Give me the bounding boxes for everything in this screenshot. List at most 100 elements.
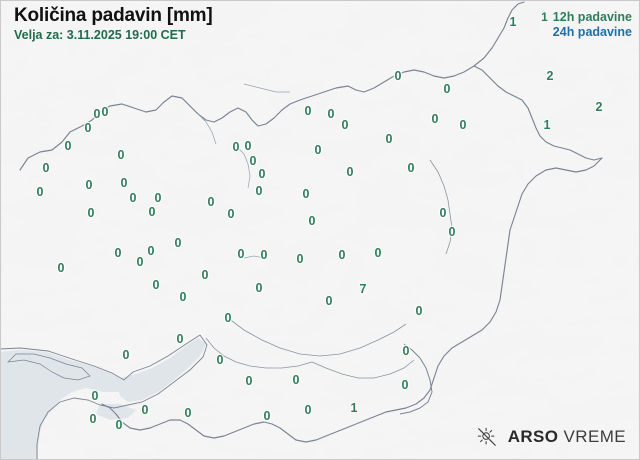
station-value: 0: [304, 403, 312, 417]
station-value: 0: [401, 378, 409, 392]
station-value: 0: [402, 344, 410, 358]
station-value: 0: [129, 191, 137, 205]
coastline-italy: [0, 334, 201, 381]
station-value: 0: [338, 248, 346, 262]
station-value: 0: [117, 148, 125, 162]
border-kolpa: [399, 343, 433, 415]
station-value: 0: [244, 139, 252, 153]
station-value: 0: [245, 374, 253, 388]
valid-time-subtitle: Velja za: 3.11.2025 19:00 CET: [14, 28, 186, 42]
inner-line-notranjska: [205, 337, 313, 369]
station-value: 0: [255, 281, 263, 295]
station-value: 0: [260, 248, 268, 262]
legend-sample-12h: 1: [541, 10, 548, 24]
station-value: 0: [42, 161, 50, 175]
station-value: 0: [374, 246, 382, 260]
slovenia-border: [19, 1, 525, 171]
station-value: 0: [258, 167, 266, 181]
sea-inlet-koper: [118, 338, 206, 402]
station-value: 0: [148, 205, 156, 219]
station-value: 0: [296, 252, 304, 266]
station-value: 0: [84, 121, 92, 135]
coastline-istria: [36, 334, 208, 460]
station-value: 0: [152, 278, 160, 292]
station-value: 0: [87, 206, 95, 220]
arso-brand-light: VREME: [558, 427, 626, 446]
station-value: 2: [595, 100, 603, 114]
station-value: 0: [325, 294, 333, 308]
inner-line-lake: [243, 255, 265, 259]
station-value: 0: [302, 187, 310, 201]
station-value: 0: [292, 373, 300, 387]
station-value: 0: [93, 107, 101, 121]
station-value: 0: [327, 107, 335, 121]
station-value: 0: [439, 206, 447, 220]
station-value: 0: [237, 247, 245, 261]
station-value: 0: [184, 406, 192, 420]
border-prekmurje: [473, 65, 603, 161]
station-value: 0: [341, 118, 349, 132]
station-value: 0: [224, 311, 232, 325]
border-east-croatia: [101, 157, 603, 443]
station-value: 0: [141, 403, 149, 417]
arso-wordmark: ARSO VREME: [508, 427, 626, 447]
inner-line-sava: [227, 317, 407, 357]
legend-item-12h: 1 12h padavine: [541, 10, 632, 25]
station-value: 0: [176, 332, 184, 346]
station-value: 0: [120, 176, 128, 190]
sun-cloud-icon: [477, 427, 496, 446]
station-value: 1: [509, 15, 517, 29]
station-value: 0: [227, 207, 235, 221]
station-value: 0: [431, 112, 439, 126]
station-value: 0: [448, 225, 456, 239]
station-value: 0: [443, 82, 451, 96]
station-value: 0: [85, 178, 93, 192]
legend: 1 12h padavine 24h padavine: [541, 10, 632, 40]
station-value: 0: [64, 139, 72, 153]
station-value: 0: [263, 409, 271, 423]
station-value: 0: [304, 104, 312, 118]
station-value: 1: [543, 118, 551, 132]
station-value: 0: [249, 154, 257, 168]
station-value: 0: [174, 236, 182, 250]
page-title: Količina padavin [mm]: [14, 5, 213, 26]
station-value: 0: [101, 105, 109, 119]
station-value: 0: [122, 348, 130, 362]
station-value: 0: [407, 161, 415, 175]
station-value: 0: [346, 165, 354, 179]
station-value: 0: [394, 69, 402, 83]
station-value: 1: [350, 401, 358, 415]
map-header: Količina padavin [mm] Velja za: 3.11.202…: [14, 5, 213, 43]
inner-line-stajerska: [429, 159, 453, 255]
station-value: 7: [359, 282, 367, 296]
legend-item-24h: 24h padavine: [541, 25, 632, 40]
station-value: 0: [179, 290, 187, 304]
inner-line-nw-alps: [243, 83, 290, 93]
station-value: 0: [207, 195, 215, 209]
station-value: 0: [459, 118, 467, 132]
sea-bay-piran: [96, 404, 136, 420]
legend-label-12h: 12h padavine: [552, 10, 632, 24]
inner-line-dolenjska: [311, 359, 415, 379]
station-value: 0: [114, 246, 122, 260]
adriatic-sea: [0, 350, 128, 460]
station-value: 0: [147, 244, 155, 258]
station-value: 0: [216, 353, 224, 367]
arso-brand-bold: ARSO: [507, 427, 559, 446]
station-value: 0: [89, 412, 97, 426]
station-value: 0: [415, 304, 423, 318]
station-value: 0: [201, 268, 209, 282]
inner-line-gorenjska: [235, 145, 251, 189]
station-value: 0: [255, 184, 263, 198]
station-value: 0: [385, 132, 393, 146]
station-value: 0: [91, 389, 99, 403]
station-value: 0: [136, 255, 144, 269]
inner-line-karavanke: [197, 113, 217, 145]
station-value: 0: [308, 214, 316, 228]
arso-logo[interactable]: ARSO VREME: [476, 426, 626, 448]
station-value: 0: [36, 185, 44, 199]
station-value: 2: [546, 69, 554, 83]
station-value: 0: [314, 143, 322, 157]
